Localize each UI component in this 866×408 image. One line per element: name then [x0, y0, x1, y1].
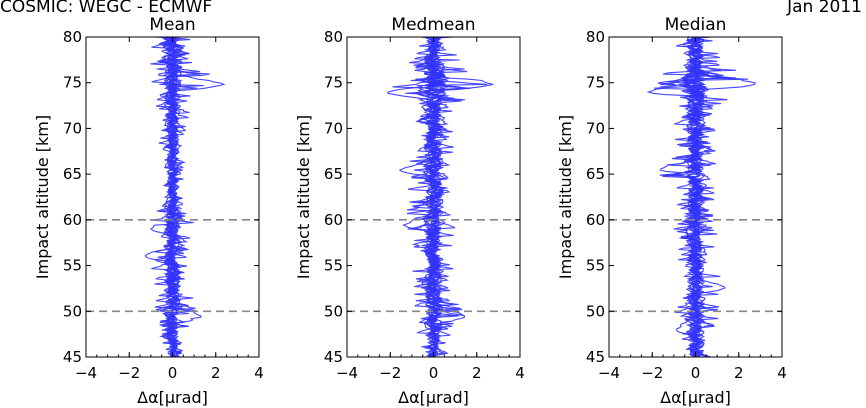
y-tick-label: 60 [63, 211, 82, 229]
y-tick-label: 70 [63, 119, 82, 137]
y-tick-label: 45 [324, 348, 343, 366]
y-tick-label: 65 [63, 165, 82, 183]
profile-series-7 [405, 37, 453, 357]
panel-title: Medmean [391, 15, 475, 35]
figure-title-right: Jan 2011 [787, 0, 862, 17]
figure-title-left: COSMIC: WEGC - ECMWF [0, 0, 213, 17]
x-axis-label: Δα[μrad] [137, 388, 208, 407]
y-tick-label: 70 [324, 119, 343, 137]
profile-series-10 [411, 37, 463, 357]
y-axis-label: Impact altitude [km] [294, 115, 313, 279]
y-tick-label: 70 [586, 119, 605, 137]
y-tick-label: 80 [586, 28, 605, 46]
x-tick-label: −2 [641, 364, 663, 382]
profile-lines [144, 37, 226, 357]
x-tick-label: −4 [336, 364, 358, 382]
panel-title: Median [665, 15, 727, 35]
profile-lines [646, 37, 757, 357]
y-tick-label: 60 [324, 211, 343, 229]
x-tick-label: 2 [734, 364, 744, 382]
x-tick-label: 0 [429, 364, 439, 382]
x-tick-label: −4 [598, 364, 620, 382]
x-tick-label: 4 [515, 364, 525, 382]
y-tick-label: 75 [63, 74, 82, 92]
chart-panel-3: −4 −2 0 2 4 45 50 55 60 65 70 75 80 Median Δα[μrad] Imp… [556, 15, 787, 407]
y-tick-label: 80 [324, 28, 343, 46]
y-tick-label: 75 [586, 74, 605, 92]
y-tick-label: 80 [63, 28, 82, 46]
profile-series-12 [659, 37, 718, 357]
y-tick-label: 45 [586, 348, 605, 366]
y-tick-label: 50 [324, 302, 343, 320]
y-tick-label: 55 [63, 257, 82, 275]
y-axis-label: Impact altitude [km] [556, 115, 575, 279]
y-tick-label: 45 [63, 348, 82, 366]
profile-series-12 [414, 37, 464, 357]
y-tick-label: 50 [586, 302, 605, 320]
profile-lines [387, 37, 494, 357]
x-tick-label: 2 [211, 364, 221, 382]
y-tick-label: 55 [586, 257, 605, 275]
x-tick-label: 2 [472, 364, 482, 382]
x-tick-label: −2 [379, 364, 401, 382]
chart-panel-1: −4 −2 0 2 4 45 50 55 60 65 70 75 80 Mean Δα[μrad] Impac… [33, 15, 264, 407]
y-tick-label: 75 [324, 74, 343, 92]
panel-title: Mean [149, 15, 195, 35]
x-tick-label: −4 [75, 364, 97, 382]
x-tick-label: 4 [254, 364, 264, 382]
y-tick-label: 55 [324, 257, 343, 275]
x-axis-label: Δα[μrad] [660, 388, 731, 407]
profile-series-4 [675, 37, 726, 357]
y-axis-label: Impact altitude [km] [33, 115, 52, 279]
x-tick-label: 0 [168, 364, 178, 382]
profile-series-12 [155, 37, 189, 357]
chart-panel-2: −4 −2 0 2 4 45 50 55 60 65 70 75 80 Medmean Δα[μrad] Im… [294, 15, 525, 407]
y-tick-label: 65 [324, 165, 343, 183]
x-axis-label: Δα[μrad] [398, 388, 469, 407]
y-tick-label: 50 [63, 302, 82, 320]
x-tick-label: 0 [691, 364, 701, 382]
y-tick-label: 65 [586, 165, 605, 183]
profile-series-10 [677, 37, 715, 357]
x-tick-label: 4 [777, 364, 787, 382]
x-tick-label: −2 [118, 364, 140, 382]
y-tick-label: 60 [586, 211, 605, 229]
